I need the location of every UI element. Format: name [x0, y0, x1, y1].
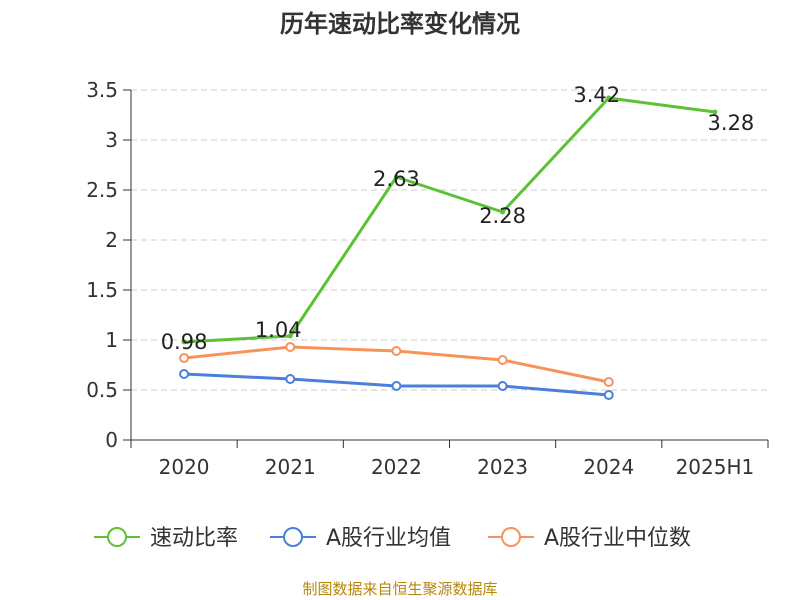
data-labels: 0.98 1.04 2.63 2.28 3.42 3.28 — [161, 83, 755, 354]
y-tick-label: 3 — [105, 128, 118, 152]
data-point[interactable] — [287, 333, 293, 339]
data-point[interactable] — [712, 109, 718, 115]
data-label: 3.28 — [708, 111, 755, 135]
grid-lines — [131, 89, 768, 391]
y-tick-label: 1 — [105, 328, 118, 352]
chart-title: 历年速动比率变化情况 — [280, 10, 520, 38]
legend-label: A股行业中位数 — [544, 526, 691, 551]
data-label: 2.28 — [479, 204, 526, 228]
data-point[interactable] — [391, 381, 402, 391]
legend-label: A股行业均值 — [326, 526, 451, 551]
source-note: 制图数据来自恒生聚源数据库 — [302, 580, 497, 598]
x-tick-label: 2022 — [371, 455, 422, 479]
data-point[interactable] — [285, 342, 296, 352]
legend-item[interactable]: A股行业均值 — [270, 526, 451, 551]
data-label: 2.63 — [373, 167, 420, 191]
data-point[interactable] — [497, 381, 508, 391]
data-label: 3.42 — [573, 83, 620, 107]
data-point[interactable] — [179, 369, 190, 379]
data-point[interactable] — [393, 174, 399, 180]
y-tick-label: 2 — [105, 228, 118, 252]
axes: 0 0.5 1 1.5 2 2.5 3 3.5 2020 2021 2022 2023 2024 2025… — [86, 78, 769, 479]
x-tick-label: 2024 — [583, 455, 634, 479]
legend-item[interactable]: A股行业中位数 — [488, 526, 691, 551]
legend-label: 速动比率 — [150, 526, 238, 551]
y-tick-label: 0.5 — [86, 378, 118, 402]
data-point[interactable] — [285, 374, 296, 384]
legend[interactable]: 速动比率 A股行业均值 A股行业中位数 — [94, 526, 691, 551]
x-tick-label: 2023 — [477, 455, 528, 479]
series-line-0 — [183, 96, 716, 344]
x-tick-label: 2025H1 — [676, 455, 755, 479]
x-tick-label: 2020 — [159, 455, 210, 479]
data-label: 0.98 — [161, 330, 208, 354]
y-tick-label: 1.5 — [86, 278, 118, 302]
legend-marker — [283, 527, 303, 547]
data-point[interactable] — [497, 355, 508, 365]
series-group — [179, 95, 718, 400]
data-point[interactable] — [181, 339, 187, 345]
data-label: 1.04 — [255, 318, 302, 342]
y-tick-label: 3.5 — [86, 78, 118, 102]
legend-marker — [501, 527, 521, 547]
legend-marker — [107, 527, 127, 547]
y-tick-label: 2.5 — [86, 178, 118, 202]
data-point[interactable] — [606, 95, 612, 101]
legend-item[interactable]: 速动比率 — [94, 526, 238, 551]
data-point[interactable] — [179, 353, 190, 363]
data-point[interactable] — [603, 377, 614, 387]
data-point[interactable] — [391, 346, 402, 356]
data-point[interactable] — [603, 390, 614, 400]
data-point[interactable] — [500, 209, 506, 215]
y-tick-label: 0 — [105, 428, 118, 452]
x-tick-label: 2021 — [265, 455, 316, 479]
